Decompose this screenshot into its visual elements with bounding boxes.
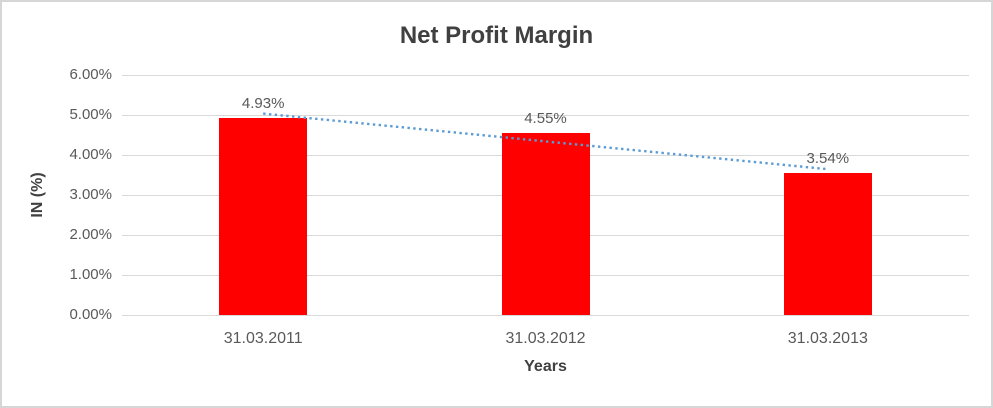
bar-31.03.2011 — [219, 117, 308, 315]
y-axis-tick-label: 3.00% — [69, 186, 112, 203]
x-axis-category-label: 31.03.2013 — [787, 330, 868, 347]
bar-31.03.2013 — [783, 173, 872, 315]
y-axis-tick-label: 6.00% — [69, 66, 112, 83]
gridline — [122, 74, 969, 76]
y-axis-tick-label: 5.00% — [69, 106, 112, 123]
trendline-segment — [263, 112, 828, 171]
gridline — [122, 114, 969, 116]
bar-31.03.2012 — [501, 133, 590, 315]
x-axis-category-labels: 31.03.2011 31.03.2012 31.03.2013 — [122, 329, 969, 349]
plot-area: 4.93% 4.55% 3.54% — [122, 74, 969, 316]
y-axis-tick-label: 4.00% — [69, 146, 112, 163]
y-axis-tick-labels: 0.00% 1.00% 2.00% 3.00% 4.00% 5.00% 6.00% — [6, 66, 112, 323]
y-axis-tick-label: 2.00% — [69, 226, 112, 243]
data-label: 3.54% — [806, 150, 850, 168]
data-label: 4.93% — [241, 94, 285, 112]
trendline — [263, 112, 828, 171]
data-label: 4.55% — [524, 110, 567, 127]
y-axis-tick-label: 1.00% — [69, 266, 112, 283]
x-axis-title: Years — [524, 358, 567, 375]
gridline — [122, 314, 969, 316]
y-axis-tick-label: 0.00% — [69, 306, 112, 323]
x-axis-category-label: 31.03.2011 — [223, 330, 303, 347]
x-axis-category-label: 31.03.2012 — [505, 330, 586, 347]
chart-title: Net Profit Margin — [399, 22, 594, 49]
